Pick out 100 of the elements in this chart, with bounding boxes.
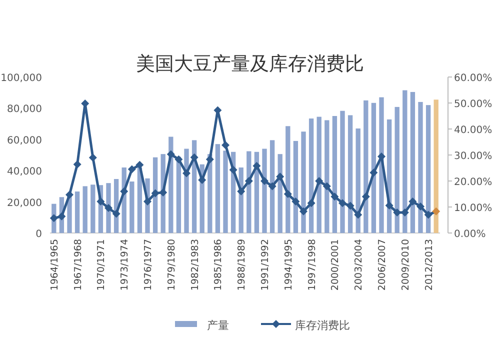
point <box>237 187 246 196</box>
x-tick-label: 1973/1974 <box>120 239 131 291</box>
chart-title: 美国大豆产量及库存消费比 <box>136 53 364 75</box>
y2-tick-label: 50.00% <box>454 99 492 110</box>
x-tick-label: 2000/2001 <box>330 239 342 291</box>
point <box>244 177 253 185</box>
point <box>300 207 308 216</box>
point <box>338 199 346 208</box>
point <box>424 210 432 219</box>
point <box>307 199 316 208</box>
point <box>182 169 190 178</box>
point <box>88 154 97 162</box>
point <box>151 189 160 198</box>
x-tick-label: 1979/1980 <box>166 239 178 291</box>
x-tick-label: 1970/1971 <box>96 239 108 291</box>
bar <box>348 115 353 233</box>
point <box>174 155 183 164</box>
bar <box>184 148 189 233</box>
point <box>362 192 370 201</box>
point <box>73 160 82 168</box>
x-tick-label: 2009/2010 <box>400 239 412 291</box>
point <box>292 198 300 206</box>
point <box>112 210 120 218</box>
point <box>385 201 394 210</box>
x-tick-label: 1982/1983 <box>190 239 201 291</box>
point <box>128 165 136 174</box>
point <box>260 177 268 185</box>
point <box>408 198 417 206</box>
y-tick-label: 80,000 <box>7 104 42 116</box>
x-tick-label: 1991/1992 <box>260 239 271 291</box>
y-tick-label: 100,000 <box>0 73 42 84</box>
point <box>284 190 292 198</box>
bar <box>402 90 408 233</box>
point <box>58 212 66 220</box>
x-tick-label: 1967/1968 <box>72 239 84 291</box>
bar <box>82 186 88 233</box>
point <box>416 202 424 210</box>
y2-tick-label: 10.00% <box>454 203 492 214</box>
point <box>322 182 331 190</box>
y-tick-label: 60,000 <box>7 135 42 146</box>
y-tick-label: 0 <box>36 229 42 240</box>
bar <box>316 116 322 233</box>
x-tick-label: 1988/1989 <box>236 239 248 291</box>
point <box>198 176 206 184</box>
point <box>252 162 261 170</box>
bar <box>286 126 290 233</box>
legend-label: 库存消费比 <box>295 319 350 332</box>
bar <box>332 116 338 233</box>
bar <box>379 97 384 233</box>
bar <box>324 120 330 233</box>
point <box>354 210 362 219</box>
y-tick-label: 40,000 <box>7 166 42 178</box>
bar <box>90 184 96 233</box>
point <box>144 198 152 206</box>
bar <box>130 182 134 233</box>
bar <box>262 148 267 233</box>
x-tick-label: 1964/1965 <box>49 239 60 291</box>
point <box>120 187 128 196</box>
bar <box>270 140 275 233</box>
x-tick-label: 1994/1995 <box>283 239 294 291</box>
bar <box>426 105 431 233</box>
point <box>222 141 230 150</box>
bar <box>394 106 400 233</box>
bar <box>434 100 438 233</box>
y2-tick-label: 60.00% <box>454 73 492 84</box>
point <box>166 150 175 158</box>
point <box>229 166 238 174</box>
y2-tick-label: 40.00% <box>454 125 492 136</box>
x-tick-label: 2012/2013 <box>424 239 435 291</box>
bar <box>418 102 423 233</box>
point <box>206 155 214 164</box>
x-tick-label: 1976/1977 <box>143 239 154 291</box>
y2-tick-label: 0.00% <box>454 229 486 240</box>
point <box>104 204 112 212</box>
point <box>346 202 354 210</box>
point <box>330 192 339 201</box>
x-tick-label: 1985/1986 <box>213 239 224 291</box>
bar <box>301 132 306 233</box>
point <box>50 214 58 222</box>
point <box>370 168 378 177</box>
legend-label: 产量 <box>207 319 229 332</box>
y-tick-label: 20,000 <box>7 198 42 209</box>
bar <box>340 110 345 233</box>
bar <box>410 92 416 233</box>
point <box>159 188 168 196</box>
point <box>268 182 276 190</box>
x-tick-label: 1997/1998 <box>306 239 318 291</box>
point <box>190 153 198 162</box>
x-tick-label: 2006/2007 <box>377 239 388 291</box>
y2-tick-label: 20.00% <box>454 177 492 188</box>
x-tick-label: 2003/2004 <box>354 239 365 291</box>
point <box>66 190 74 199</box>
y2-tick-label: 30.00% <box>454 151 492 162</box>
point <box>315 177 324 185</box>
point <box>432 207 440 216</box>
point <box>276 172 284 181</box>
bar <box>215 144 220 233</box>
point <box>136 160 144 169</box>
bar <box>223 150 228 233</box>
bar <box>74 192 80 233</box>
